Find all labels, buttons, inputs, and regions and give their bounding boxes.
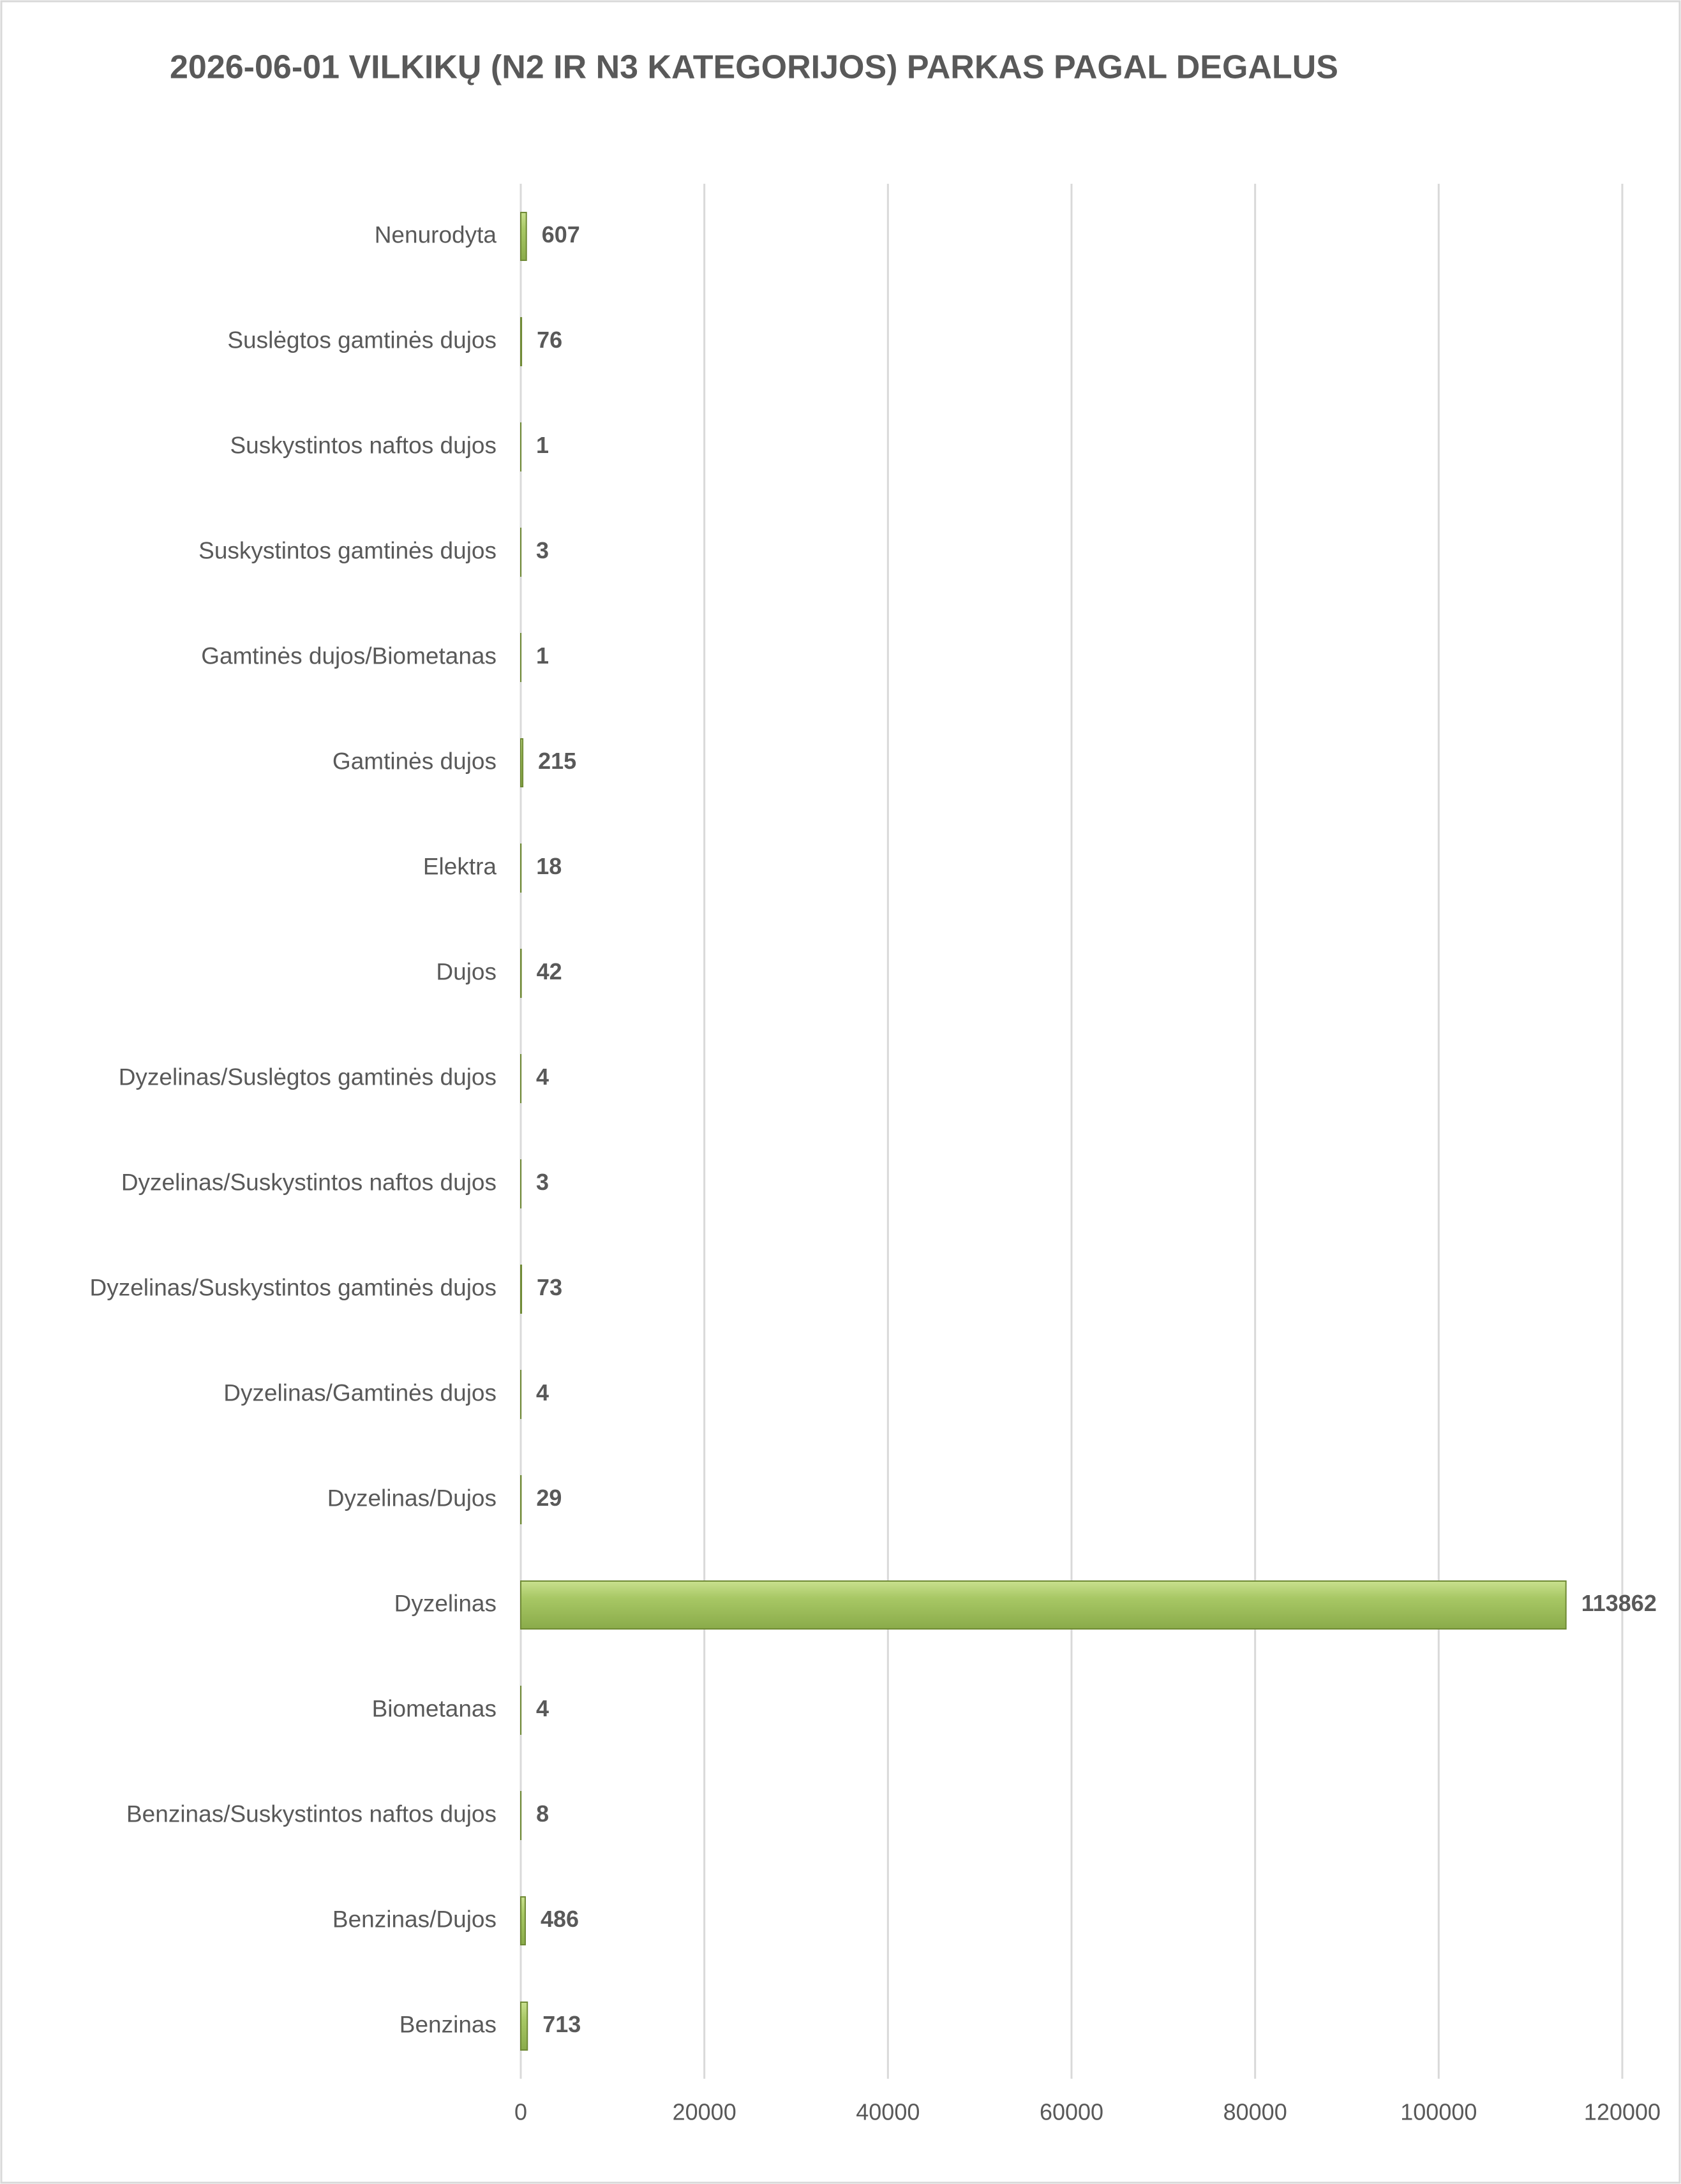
y-tick-label: Benzinas/Suskystintos naftos dujos bbox=[126, 1801, 497, 1827]
x-tick-label: 60000 bbox=[1040, 2099, 1103, 2125]
y-tick-label: Elektra bbox=[423, 853, 497, 879]
y-tick-label: Suskystintos gamtinės dujos bbox=[198, 537, 497, 563]
data-label: 713 bbox=[542, 2011, 581, 2037]
x-tick-label: 40000 bbox=[856, 2099, 920, 2125]
data-label: 607 bbox=[542, 221, 580, 248]
y-tick-label: Benzinas bbox=[400, 2011, 497, 2037]
data-label: 3 bbox=[536, 537, 549, 563]
y-tick-label: Dyzelinas/Suslėgtos gamtinės dujos bbox=[119, 1064, 497, 1090]
bar bbox=[520, 212, 527, 261]
y-tick-label: Biometanas bbox=[372, 1695, 497, 1721]
y-tick-label: Dyzelinas bbox=[394, 1590, 497, 1616]
y-tick-label: Benzinas/Dujos bbox=[332, 1906, 497, 1932]
data-label: 1 bbox=[536, 643, 549, 669]
y-tick-label: Dujos bbox=[436, 958, 497, 984]
bar bbox=[520, 1896, 526, 1945]
data-label: 486 bbox=[541, 1906, 579, 1932]
x-tick-label: 100000 bbox=[1400, 2099, 1477, 2125]
y-tick-label: Nenurodyta bbox=[375, 221, 497, 248]
data-label: 73 bbox=[537, 1274, 562, 1300]
x-tick-label: 0 bbox=[514, 2099, 527, 2125]
y-tick-label: Dyzelinas/Suskystintos naftos dujos bbox=[121, 1169, 497, 1195]
data-label: 113862 bbox=[1581, 1590, 1657, 1616]
data-label: 18 bbox=[536, 853, 562, 879]
data-label: 4 bbox=[536, 1064, 549, 1090]
y-tick-label: Dyzelinas/Dujos bbox=[327, 1485, 497, 1511]
data-label: 4 bbox=[536, 1379, 549, 1406]
bar bbox=[520, 738, 524, 787]
data-label: 42 bbox=[537, 958, 562, 984]
data-label: 29 bbox=[536, 1485, 562, 1511]
y-tick-label: Suslėgtos gamtinės dujos bbox=[227, 327, 497, 353]
bar bbox=[520, 2002, 528, 2051]
data-label: 1 bbox=[536, 432, 549, 458]
x-tick-label: 20000 bbox=[673, 2099, 736, 2125]
x-tick-label: 120000 bbox=[1584, 2099, 1661, 2125]
y-tick-label: Dyzelinas/Gamtinės dujos bbox=[223, 1379, 497, 1406]
chart-title: 2026-06-01 VILKIKŲ (N2 IR N3 KATEGORIJOS… bbox=[170, 49, 1338, 86]
data-label: 215 bbox=[538, 748, 576, 774]
y-tick-label: Gamtinės dujos bbox=[332, 748, 497, 774]
bar bbox=[520, 1580, 1567, 1630]
x-tick-label: 80000 bbox=[1223, 2099, 1287, 2125]
data-label: 4 bbox=[536, 1695, 549, 1721]
y-tick-label: Gamtinės dujos/Biometanas bbox=[201, 643, 497, 669]
data-label: 76 bbox=[537, 327, 562, 353]
data-label: 8 bbox=[536, 1801, 549, 1827]
y-tick-label: Suskystintos naftos dujos bbox=[230, 432, 497, 458]
y-tick-label: Dyzelinas/Suskystintos gamtinės dujos bbox=[89, 1274, 497, 1300]
data-label: 3 bbox=[536, 1169, 549, 1195]
